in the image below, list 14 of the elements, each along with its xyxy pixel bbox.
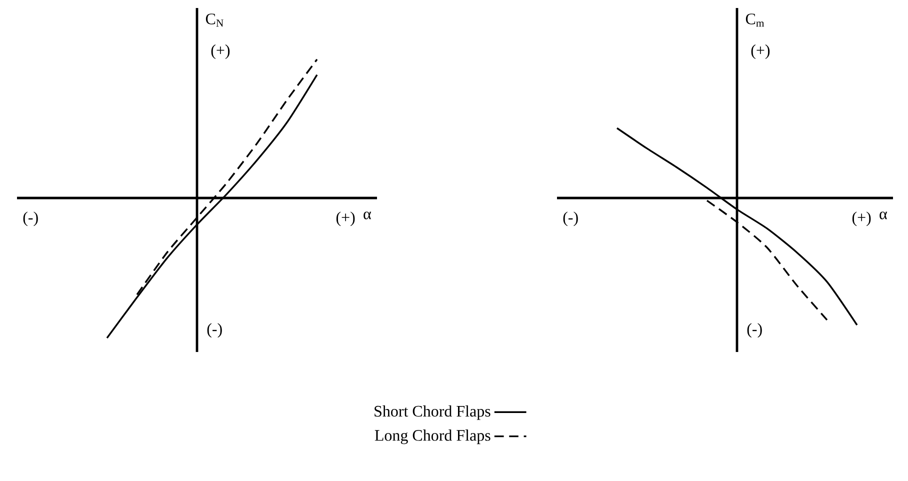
y-axis-title: C$_{N}$ xyxy=(206,14,224,27)
annotation: (-) xyxy=(23,212,38,226)
text: (+) xyxy=(751,44,770,59)
annotation: (+) xyxy=(336,212,355,226)
legend-label: Short Chord Flaps xyxy=(374,405,490,420)
legend-label: Long Chord Flaps xyxy=(374,430,490,444)
x-axis-title: α xyxy=(880,212,888,220)
x-axis-title: α xyxy=(364,212,372,220)
annotation: (-) xyxy=(207,323,222,338)
y-axis-title: C$_{m}$ xyxy=(746,14,764,27)
annotation: (-) xyxy=(563,212,578,226)
annotation: (-) xyxy=(747,323,762,338)
annotation: (+) xyxy=(852,212,871,226)
text: (+) xyxy=(211,44,230,59)
